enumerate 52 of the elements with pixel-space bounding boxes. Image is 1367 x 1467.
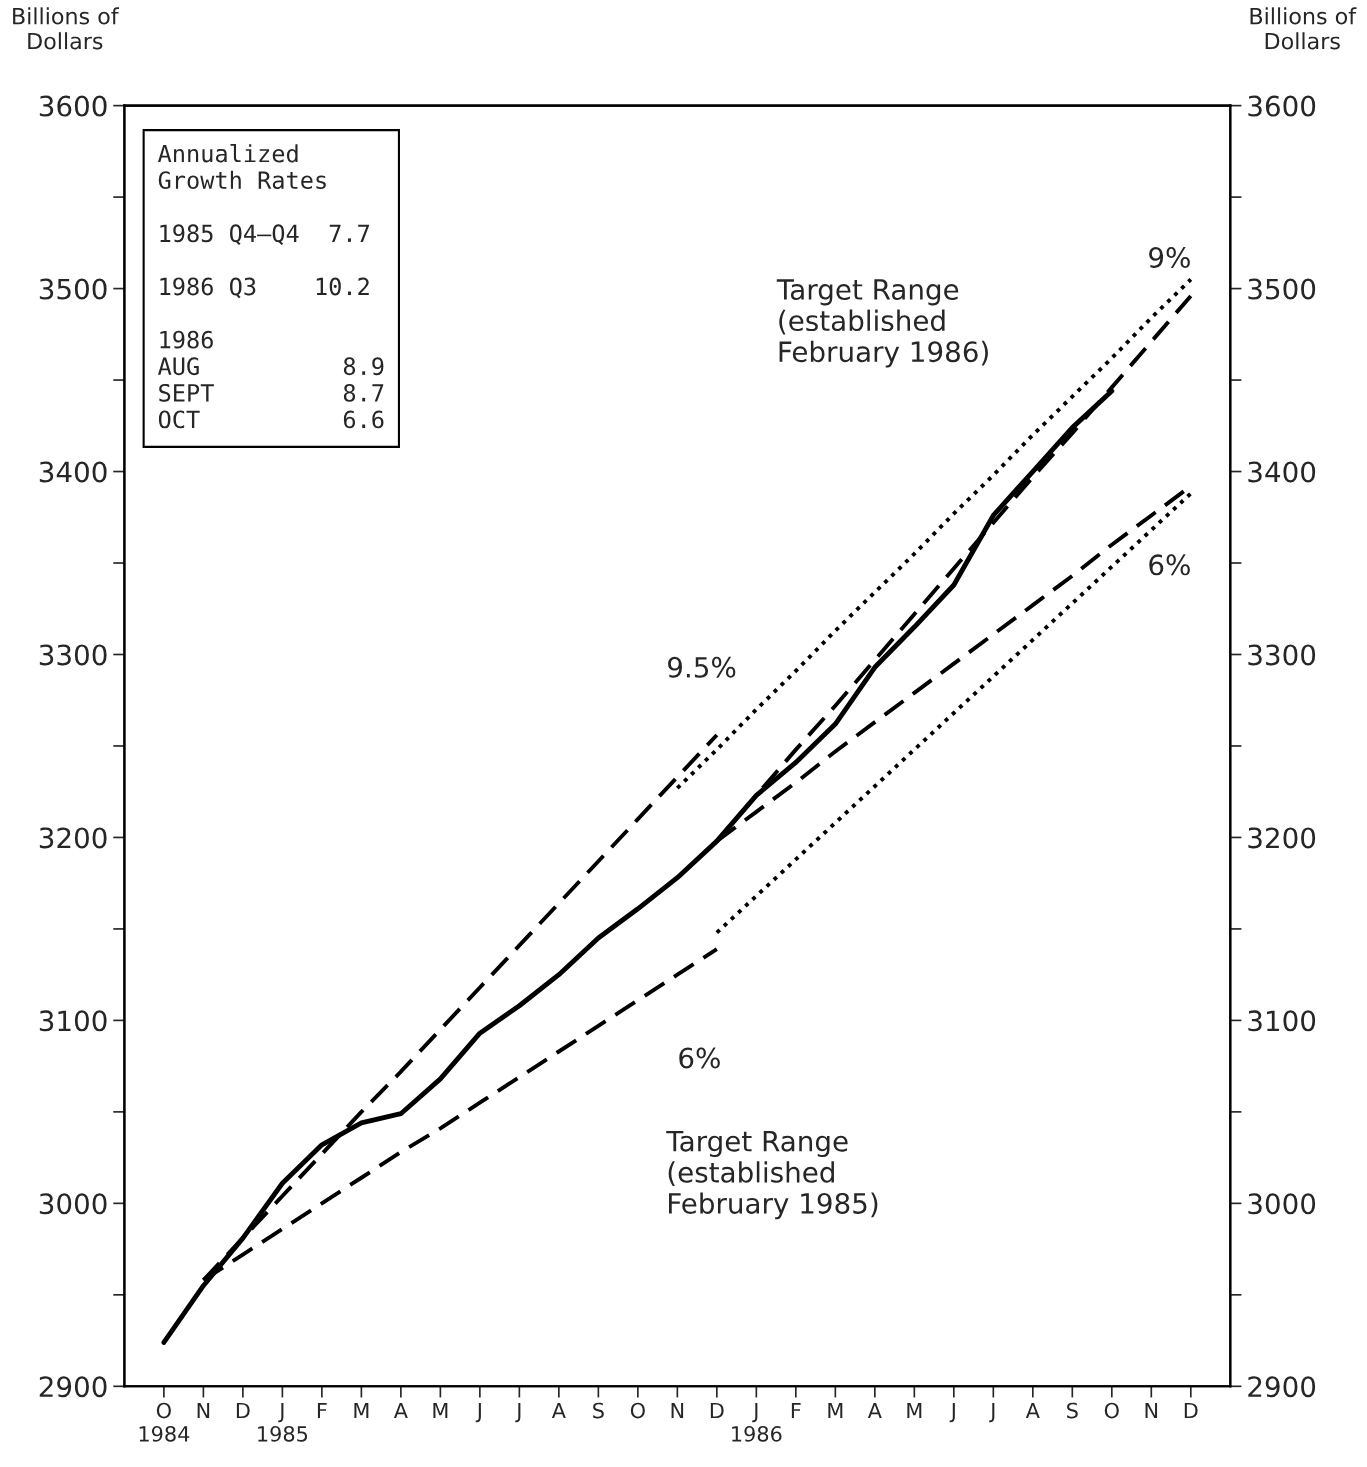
y2-tick-label: 3200 xyxy=(1248,827,1316,849)
text: Annualized Growth Rates 1985 Q4–Q4 7.7 1986 Q3 10.2 1986 AUG 8.9 SEPT 8.7 OCT 6.6 xyxy=(158,144,384,429)
annotation: 9.5% xyxy=(668,656,736,678)
y-tick-label: 3600 xyxy=(39,95,107,117)
x-tick-label: J xyxy=(475,1402,481,1423)
annotation: 9% xyxy=(1149,246,1190,268)
y2-tick-label: 2900 xyxy=(1248,1376,1316,1398)
x-tick-label: S xyxy=(1067,1402,1078,1419)
x-tick-label: J xyxy=(949,1402,955,1423)
y2-tick-label: 3600 xyxy=(1248,95,1316,117)
x-tick-label: O xyxy=(1104,1402,1119,1419)
y2-tick-label: 3500 xyxy=(1248,278,1316,300)
annotation: 6% xyxy=(679,1047,720,1069)
y-tick-label: 3400 xyxy=(39,461,107,483)
x-tick-label: M xyxy=(354,1402,369,1419)
x-tick-label: F xyxy=(791,1402,801,1419)
y2-tick-label: 3000 xyxy=(1248,1193,1316,1215)
x-tick-label: M xyxy=(828,1402,843,1419)
y-tick-label: 3000 xyxy=(39,1193,107,1215)
annotation: Target Range (established February 1986) xyxy=(776,279,988,368)
x-tick-label: M xyxy=(907,1402,922,1419)
x-tick-label: N xyxy=(1145,1402,1158,1419)
y2-tick-label: 3400 xyxy=(1248,461,1316,483)
y2-axis-title: Billions of Dollars xyxy=(1250,7,1357,50)
x-tick-label: N xyxy=(197,1402,210,1419)
x-tick-label: J 1985 xyxy=(258,1402,308,1442)
x-tick-label: F xyxy=(317,1402,327,1419)
annotation: Target Range (established February 1985) xyxy=(666,1131,878,1220)
x-tick-label: J 1986 xyxy=(732,1402,782,1442)
y-tick-label: 2900 xyxy=(39,1376,107,1398)
x-tick-label: N xyxy=(671,1402,684,1419)
y2-tick-label: 3300 xyxy=(1248,644,1316,666)
x-tick-label: S xyxy=(593,1402,604,1419)
x-tick-label: M xyxy=(433,1402,448,1419)
y-tick-label: 3300 xyxy=(39,644,107,666)
x-tick-label: A xyxy=(867,1402,882,1419)
annotation: 6% xyxy=(1149,554,1190,576)
x-tick-label: J xyxy=(989,1402,995,1423)
x-tick-label: O 1984 xyxy=(139,1402,190,1442)
x-tick-label: J xyxy=(515,1402,521,1423)
y2-tick-label: 3100 xyxy=(1248,1010,1316,1032)
x-tick-label: A xyxy=(393,1402,408,1419)
x-tick-label: D xyxy=(236,1402,250,1419)
y-tick-label: 3100 xyxy=(39,1010,107,1032)
x-tick-label: D xyxy=(1184,1402,1198,1419)
y-tick-label: 3500 xyxy=(39,278,107,300)
y-axis-title: Billions of Dollars xyxy=(13,7,120,50)
x-tick-label: A xyxy=(1025,1402,1040,1419)
x-tick-label: O xyxy=(630,1402,645,1419)
y-tick-label: 3200 xyxy=(39,827,107,849)
x-tick-label: A xyxy=(551,1402,566,1419)
x-tick-label: D xyxy=(710,1402,724,1419)
